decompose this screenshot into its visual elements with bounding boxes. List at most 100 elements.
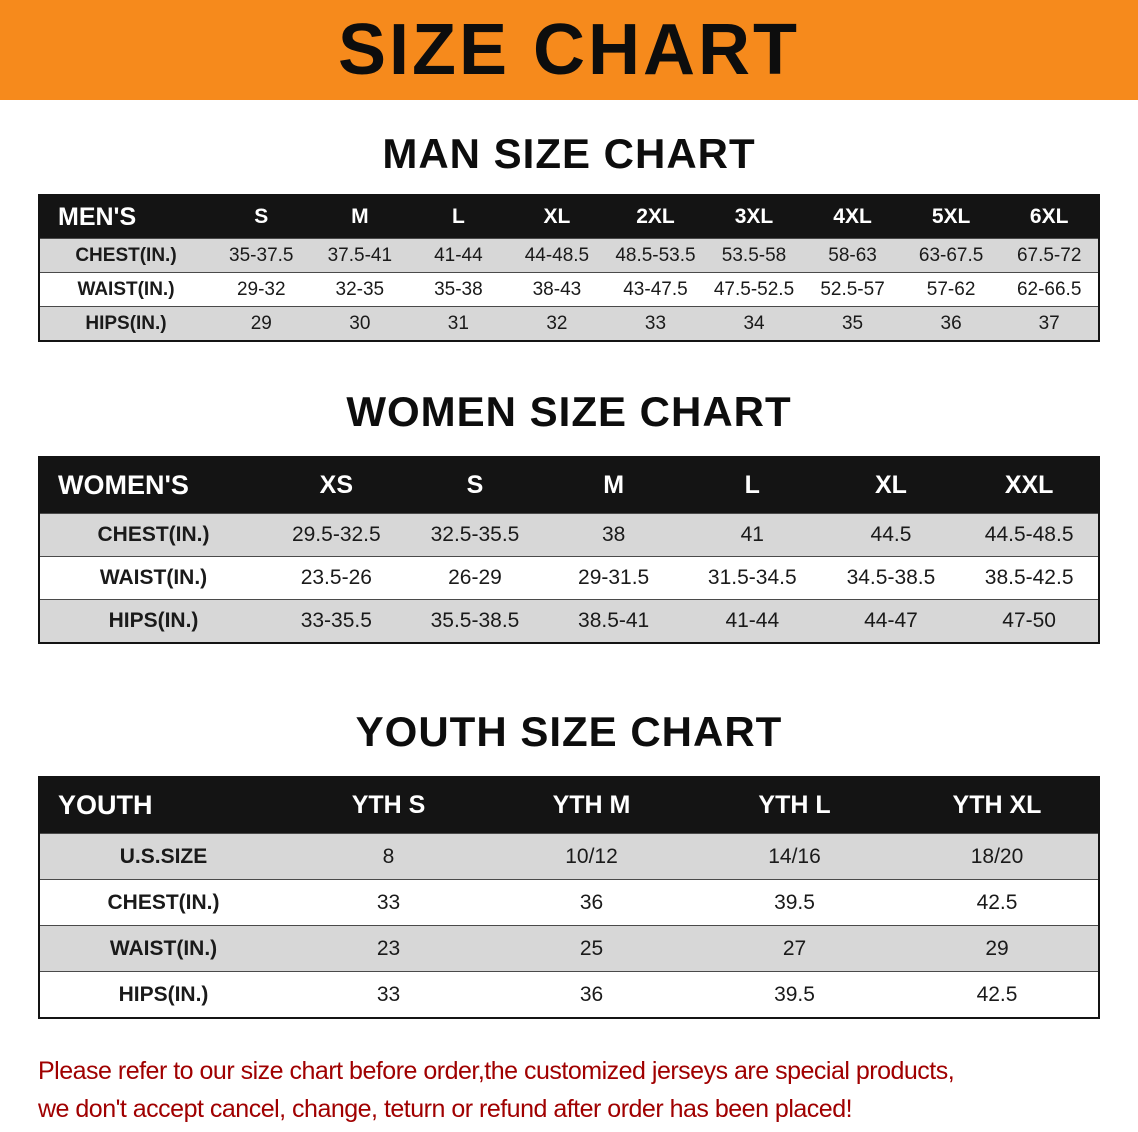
- youth-size-table: YOUTH YTH S YTH M YTH L YTH XL U.S.SIZE 8 10/12…: [38, 776, 1100, 1019]
- size-value-cell: 37.5-41: [327, 244, 393, 266]
- size-value-cell: 27: [782, 936, 807, 960]
- table-row: CHEST(IN.) 33 36 39.5 42.5: [39, 879, 1099, 926]
- table-row: HIPS(IN.) 33-35.5 35.5-38.5 38.5-41 41-44 44-…: [39, 599, 1099, 643]
- row-label: HIPS(IN.): [118, 982, 209, 1006]
- table-row: CHEST(IN.) 35-37.5 37.5-41 41-44 44-48.5 48.5…: [39, 238, 1099, 273]
- size-column-header: 4XL: [803, 195, 902, 239]
- row-label: U.S.SIZE: [119, 844, 208, 868]
- size-column-header: 2XL: [606, 195, 705, 239]
- men-section-heading: MAN SIZE CHART: [382, 130, 756, 177]
- banner: SIZE CHART: [0, 0, 1138, 100]
- size-value-cell: 26-29: [448, 566, 502, 589]
- size-value-cell: 44.5: [870, 523, 912, 546]
- table-row: WAIST(IN.) 23.5-26 26-29 29-31.5 31.5-34.5 34…: [39, 556, 1099, 600]
- row-label: HIPS(IN.): [108, 609, 199, 632]
- size-column-header: M: [310, 195, 410, 239]
- footer-notice-line2: we don't accept cancel, change, teturn o…: [38, 1094, 853, 1123]
- size-value-cell: 8: [382, 844, 395, 868]
- size-column-header: M: [544, 457, 683, 514]
- size-column-header: XL: [821, 457, 961, 514]
- table-row: WAIST(IN.) 23 25 27 29: [39, 925, 1099, 972]
- size-value-cell: 33: [376, 890, 401, 914]
- size-column-header: XL: [507, 195, 607, 239]
- size-value-cell: 41-44: [725, 609, 780, 632]
- size-value-cell: 44.5-48.5: [984, 523, 1074, 546]
- size-value-cell: 33-35.5: [300, 609, 372, 632]
- size-value-cell: 35: [841, 312, 864, 334]
- size-value-cell: 33: [376, 982, 401, 1006]
- size-value-cell: 29.5-32.5: [291, 523, 381, 546]
- size-value-cell: 25: [579, 936, 604, 960]
- size-value-cell: 34: [743, 312, 765, 334]
- size-value-cell: 29: [250, 312, 272, 334]
- size-column-header: XS: [267, 457, 406, 514]
- size-value-cell: 41-44: [434, 244, 483, 266]
- size-value-cell: 37: [1038, 312, 1060, 334]
- size-value-cell: 39.5: [774, 890, 815, 914]
- size-value-cell: 47.5-52.5: [713, 278, 795, 300]
- row-label: WAIST(IN.): [109, 936, 218, 960]
- size-column-header: 6XL: [1000, 195, 1099, 239]
- row-label: CHEST(IN.): [107, 890, 220, 914]
- size-column-header: S: [212, 195, 311, 239]
- table-title-cell: WOMEN'S: [39, 457, 267, 514]
- size-value-cell: 31.5-34.5: [707, 566, 797, 589]
- size-value-cell: 14/16: [768, 844, 821, 868]
- header-row: MEN'S S M L XL 2XL 3XL 4XL 5XL 6XL: [39, 195, 1099, 239]
- size-value-cell: 39.5: [774, 982, 815, 1006]
- size-value-cell: 58-63: [828, 244, 877, 266]
- size-value-cell: 42.5: [976, 982, 1018, 1006]
- size-value-cell: 23: [376, 936, 401, 960]
- row-label: WAIST(IN.): [77, 278, 175, 300]
- size-value-cell: 47-50: [1002, 609, 1056, 632]
- size-value-cell: 38.5-41: [578, 609, 650, 632]
- men-size-table: MEN'S S M L XL 2XL 3XL 4XL 5XL 6XL CHEST(IN.) 35-37…: [38, 194, 1100, 342]
- size-value-cell: 32.5-35.5: [430, 523, 520, 546]
- size-value-cell: 31: [447, 312, 469, 334]
- size-value-cell: 38-43: [532, 278, 582, 300]
- size-column-header: S: [405, 457, 545, 514]
- row-label: WAIST(IN.): [99, 566, 208, 589]
- size-column-header: XXL: [960, 457, 1099, 514]
- size-value-cell: 32: [546, 312, 568, 334]
- table-title-cell: MEN'S: [39, 195, 212, 239]
- size-value-cell: 42.5: [976, 890, 1018, 914]
- size-column-header: 3XL: [704, 195, 804, 239]
- table-row: HIPS(IN.) 33 36 39.5 42.5: [39, 971, 1099, 1018]
- size-value-cell: 30: [349, 312, 371, 334]
- size-column-header: YTH S: [287, 777, 490, 834]
- size-value-cell: 44-48.5: [524, 244, 590, 266]
- size-value-cell: 44-47: [864, 609, 918, 632]
- row-label: HIPS(IN.): [85, 312, 167, 334]
- women-size-table: WOMEN'S XS S M L XL XXL CHEST(IN.) 29.5-32.5 32.5…: [38, 456, 1100, 644]
- size-value-cell: 67.5-72: [1016, 244, 1082, 266]
- table-title-cell: YOUTH: [39, 777, 287, 834]
- size-column-header: YTH XL: [896, 777, 1099, 834]
- size-value-cell: 41: [740, 523, 764, 546]
- size-value-cell: 52.5-57: [820, 278, 885, 300]
- size-value-cell: 63-67.5: [918, 244, 984, 266]
- size-value-cell: 32-35: [335, 278, 385, 300]
- youth-section-heading: YOUTH SIZE CHART: [355, 708, 783, 755]
- size-value-cell: 48.5-53.5: [615, 244, 696, 266]
- size-column-header: YTH L: [693, 777, 896, 834]
- size-column-header: L: [409, 195, 508, 239]
- row-label: CHEST(IN.): [75, 244, 177, 266]
- size-value-cell: 62-66.5: [1016, 278, 1082, 300]
- size-value-cell: 57-62: [926, 278, 976, 300]
- header-row: YOUTH YTH S YTH M YTH L YTH XL: [39, 777, 1099, 834]
- table-row: WAIST(IN.) 29-32 32-35 35-38 38-43 43-47.5 47.…: [39, 272, 1099, 307]
- size-value-cell: 35.5-38.5: [430, 609, 520, 632]
- size-column-header: YTH M: [490, 777, 693, 834]
- size-value-cell: 10/12: [565, 844, 618, 868]
- header-row: WOMEN'S XS S M L XL XXL: [39, 457, 1099, 514]
- size-value-cell: 34.5-38.5: [846, 566, 936, 589]
- size-value-cell: 29-31.5: [578, 566, 650, 589]
- row-label: CHEST(IN.): [97, 523, 210, 546]
- size-value-cell: 18/20: [970, 844, 1024, 868]
- page-title: SIZE CHART: [338, 10, 800, 90]
- size-value-cell: 53.5-58: [721, 244, 787, 266]
- table-row: U.S.SIZE 8 10/12 14/16 18/20: [39, 833, 1099, 880]
- size-value-cell: 35-38: [434, 278, 483, 300]
